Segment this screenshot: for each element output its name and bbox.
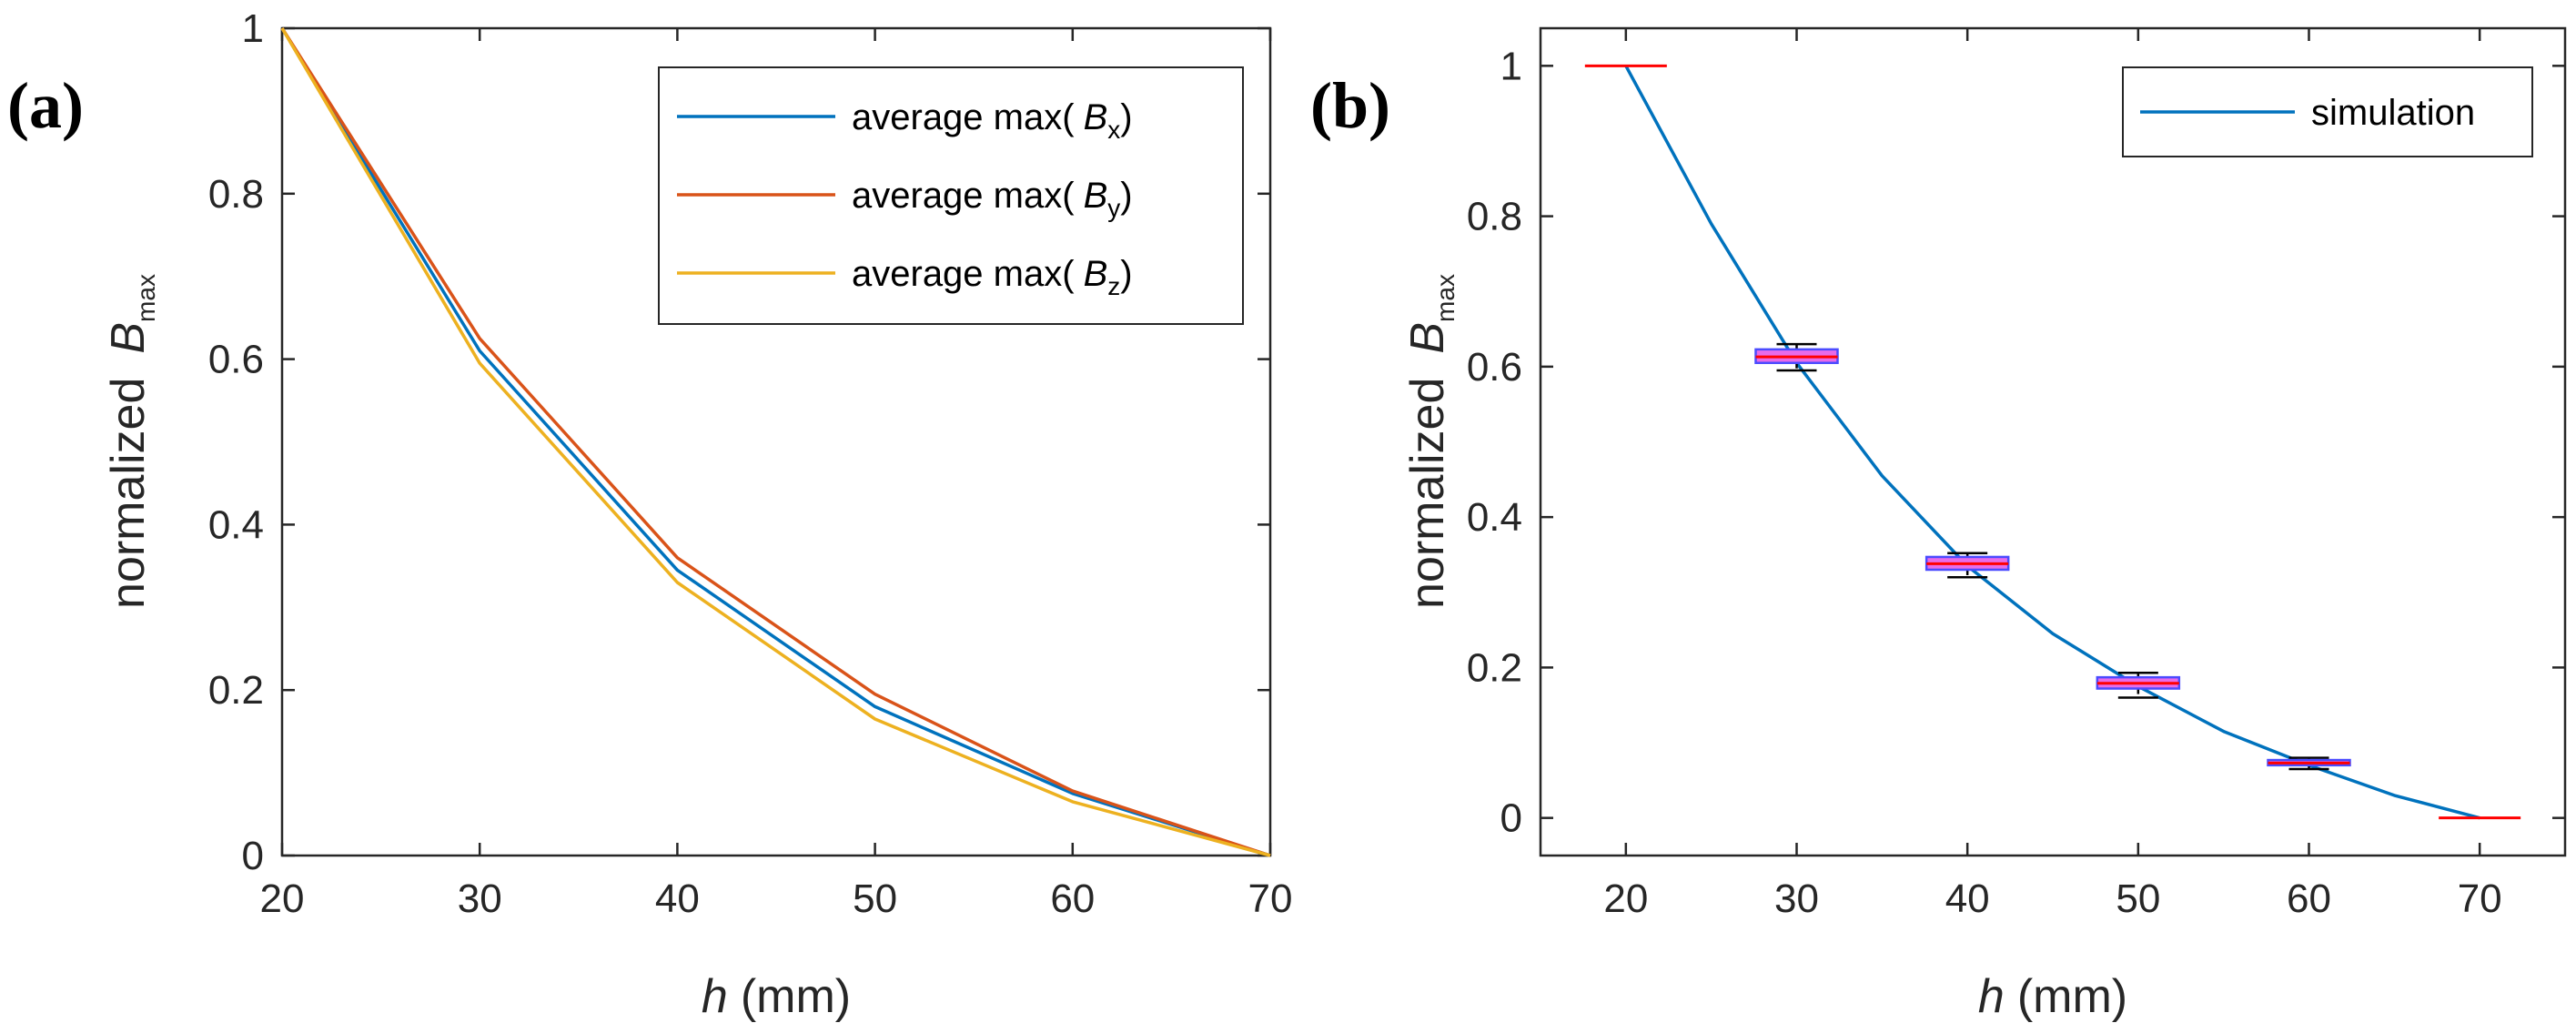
- panel-a-label: (a): [7, 69, 84, 142]
- legend-label-simulation: simulation: [2311, 93, 2475, 133]
- x-tick-label: 40: [655, 876, 700, 921]
- boxplot: [1754, 342, 1839, 372]
- panel-b-series: [1624, 65, 2480, 820]
- series-line-simulation: [1624, 65, 2480, 820]
- x-tick-label: 50: [853, 876, 897, 921]
- panel-a-x-ticks: 20 30 40 50 60 70: [260, 28, 1293, 921]
- panel-b-x-ticks: 20 30 40 50 60 70: [1603, 28, 2502, 921]
- panel-b-label: (b): [1310, 69, 1390, 142]
- panel-a-legend: average max(Bx) average max(By) average …: [658, 66, 1244, 325]
- x-tick-label: 30: [1774, 876, 1819, 921]
- boxplot: [2267, 756, 2351, 771]
- series-line-average-max-b-z-: [280, 27, 1271, 857]
- y-tick-label: 0.4: [208, 502, 264, 547]
- panel-b-ylabel: normalizedBmax: [1401, 274, 1460, 609]
- x-tick-label: 70: [2458, 876, 2502, 921]
- x-tick-label: 20: [260, 876, 305, 921]
- x-tick-label: 40: [1945, 876, 1990, 921]
- panel-b-y-ticks: 0 0.2 0.4 0.6 0.8 1: [1467, 44, 2565, 841]
- y-tick-label: 0.6: [1467, 345, 1522, 390]
- panel-a-y-ticks: 0 0.2 0.4 0.6 0.8 1: [208, 6, 1270, 878]
- y-tick-label: 0.6: [208, 338, 264, 382]
- legend-label-bx: average max(Bx): [852, 97, 1133, 144]
- y-tick-label: 0.2: [1467, 645, 1522, 690]
- legend-label-bz: average max(Bz): [852, 254, 1133, 300]
- panel-b: (b) 0 0.2 0.4 0.6 0.8 1 20 30 40 50 60 70 normaliz…: [1310, 26, 2567, 1023]
- panel-b-plot-area: [1539, 26, 2567, 857]
- y-tick-label: 1: [242, 6, 264, 51]
- y-tick-label: 1: [1500, 44, 1522, 88]
- y-tick-label: 0.2: [208, 668, 264, 713]
- x-tick-label: 20: [1603, 876, 1648, 921]
- x-tick-label: 50: [2116, 876, 2160, 921]
- legend-label-by: average max(By): [852, 176, 1133, 222]
- y-tick-label: 0.4: [1467, 495, 1522, 540]
- panel-a-ylabel: normalizedBmax: [102, 274, 160, 609]
- x-tick-label: 30: [458, 876, 502, 921]
- x-tick-label: 60: [1050, 876, 1095, 921]
- boxplot: [1924, 552, 2010, 579]
- panel-a: (a) 0 0.2 0.4 0.6 0.8 1 20 30 40 50 60 70 normaliz…: [7, 6, 1292, 1023]
- boxplot: [2096, 671, 2181, 699]
- panel-a-xlabel: h (mm): [702, 970, 851, 1023]
- x-tick-label: 70: [1248, 876, 1293, 921]
- y-tick-label: 0: [242, 834, 264, 878]
- x-tick-label: 60: [2287, 876, 2331, 921]
- panel-b-legend: simulation: [2122, 66, 2533, 157]
- y-tick-label: 0: [1500, 796, 1522, 841]
- y-tick-label: 0.8: [208, 172, 264, 217]
- y-tick-label: 0.8: [1467, 195, 1522, 239]
- panel-b-boxplots: [1584, 64, 2521, 820]
- series-line-average-max-b-y-: [280, 27, 1271, 857]
- series-line-average-max-b-x-: [280, 27, 1271, 857]
- panel-a-series: [280, 27, 1271, 857]
- panel-b-xlabel: h (mm): [1978, 970, 2127, 1023]
